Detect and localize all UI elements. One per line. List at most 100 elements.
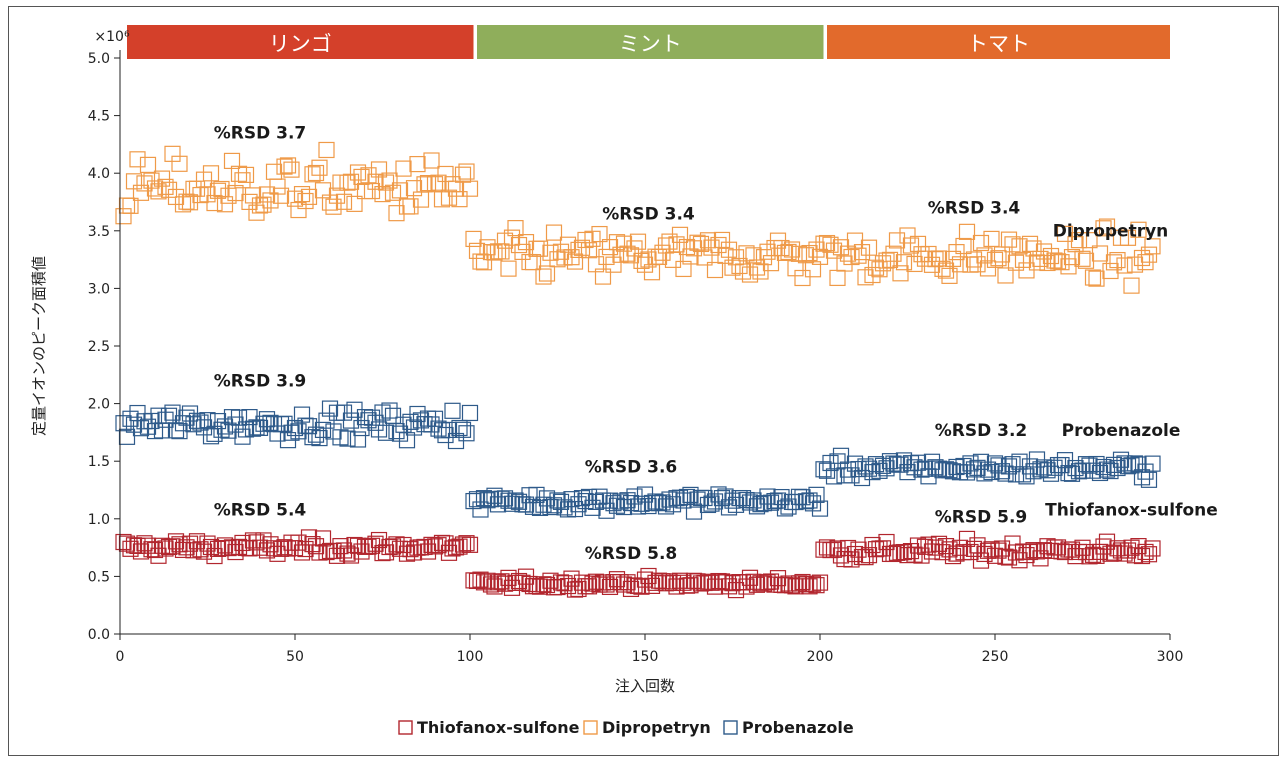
data-point [706, 261, 724, 279]
data-point [381, 402, 398, 419]
chart-annotation: %RSD 3.7 [214, 124, 307, 144]
chart-annotation: %RSD 3.9 [214, 371, 307, 391]
data-point [335, 193, 353, 210]
data-point [997, 267, 1014, 284]
data-point [1063, 248, 1081, 266]
data-point [829, 269, 846, 287]
y-tick-label: 4.0 [88, 166, 110, 182]
x-tick-label: 150 [632, 649, 659, 665]
data-point [990, 250, 1007, 267]
data-point [899, 227, 916, 244]
y-tick-label: 2.5 [88, 339, 110, 355]
y-tick-label: 3.0 [88, 281, 110, 297]
data-point [160, 407, 178, 424]
y-tick-label: 0.5 [88, 569, 110, 585]
data-point [171, 155, 188, 172]
chart-frame: リンゴ ミント トマト 0.0 0.5 1.0 1.5 2.0 2.5 3.0 3.5 4.0 4.5… [8, 6, 1279, 756]
legend-label: Dipropetryn [602, 718, 711, 737]
data-point [339, 174, 356, 191]
data-point [461, 404, 479, 422]
data-point [860, 239, 878, 256]
legend-label: Thiofanox-sulfone [417, 718, 580, 737]
chart-annotation: Thiofanox-sulfone [1045, 500, 1218, 520]
data-point [888, 232, 906, 249]
data-point [461, 180, 479, 197]
data-point [272, 187, 290, 204]
data-point [202, 165, 220, 182]
y-tick-label: 5.0 [88, 51, 110, 67]
data-point [384, 407, 402, 424]
x-axis-title: 注入回数 [615, 677, 675, 695]
data-point [1140, 546, 1158, 563]
data-point [517, 234, 535, 251]
data-point [465, 230, 482, 248]
data-point [668, 236, 685, 253]
data-point [458, 425, 475, 442]
data-point [591, 225, 608, 243]
data-point [1144, 540, 1161, 557]
data-point [377, 424, 395, 441]
legend-marker [398, 720, 413, 735]
matrix-band [127, 25, 474, 59]
data-point [885, 245, 902, 262]
data-point [1000, 231, 1018, 248]
data-point [972, 234, 990, 252]
data-point [454, 166, 472, 183]
data-point [269, 178, 286, 195]
x-tick-label: 200 [807, 649, 834, 665]
data-point [402, 198, 419, 215]
data-point [458, 163, 475, 180]
data-point [311, 159, 328, 176]
chart-annotation: %RSD 5.8 [585, 544, 678, 564]
data-point [1074, 250, 1091, 267]
data-point [685, 503, 703, 520]
data-point [1140, 246, 1158, 263]
data-point [265, 163, 283, 180]
data-point [1095, 220, 1112, 237]
chart-svg: リンゴ ミント トマト 0.0 0.5 1.0 1.5 2.0 2.5 3.0 3.5 4.0 4.5… [30, 25, 1218, 737]
legend-label: Probenazole [742, 718, 854, 737]
data-point [472, 253, 489, 270]
data-point [164, 404, 181, 421]
data-point [892, 265, 909, 282]
y-tick-label: 3.5 [88, 224, 110, 240]
data-point [500, 260, 517, 277]
data-point [409, 155, 426, 173]
data-point [444, 402, 461, 419]
matrix-band-label: トマト [967, 32, 1030, 56]
data-point [349, 164, 367, 181]
data-point [745, 247, 762, 264]
legend-marker [723, 720, 738, 735]
data-point [1070, 232, 1088, 249]
data-point [388, 205, 405, 222]
data-point [283, 161, 300, 178]
data-point [780, 243, 797, 261]
data-point [454, 421, 472, 438]
data-point [234, 172, 251, 189]
data-point [318, 141, 335, 159]
data-point [395, 160, 412, 177]
data-point [1088, 270, 1105, 287]
data-point [307, 164, 325, 182]
data-point [941, 267, 958, 284]
data-point [325, 198, 342, 215]
x-tick-label: 0 [116, 649, 125, 665]
y-tick-label: 1.5 [88, 454, 110, 470]
data-point [951, 256, 969, 273]
data-point [237, 166, 255, 184]
data-point [391, 182, 409, 199]
data-point [822, 236, 839, 253]
data-point [132, 184, 150, 201]
data-point [811, 574, 829, 591]
chart-annotation: Dipropetryn [1053, 222, 1169, 242]
data-point [346, 195, 363, 212]
data-point [752, 263, 769, 280]
data-point [157, 178, 174, 195]
data-point [1144, 455, 1161, 472]
matrix-band [827, 25, 1170, 59]
x-tick-label: 250 [982, 649, 1009, 665]
data-point [423, 152, 440, 169]
y-tick-label: 2.0 [88, 397, 110, 413]
data-point [451, 191, 468, 208]
chart-annotation: %RSD 5.4 [214, 500, 307, 520]
